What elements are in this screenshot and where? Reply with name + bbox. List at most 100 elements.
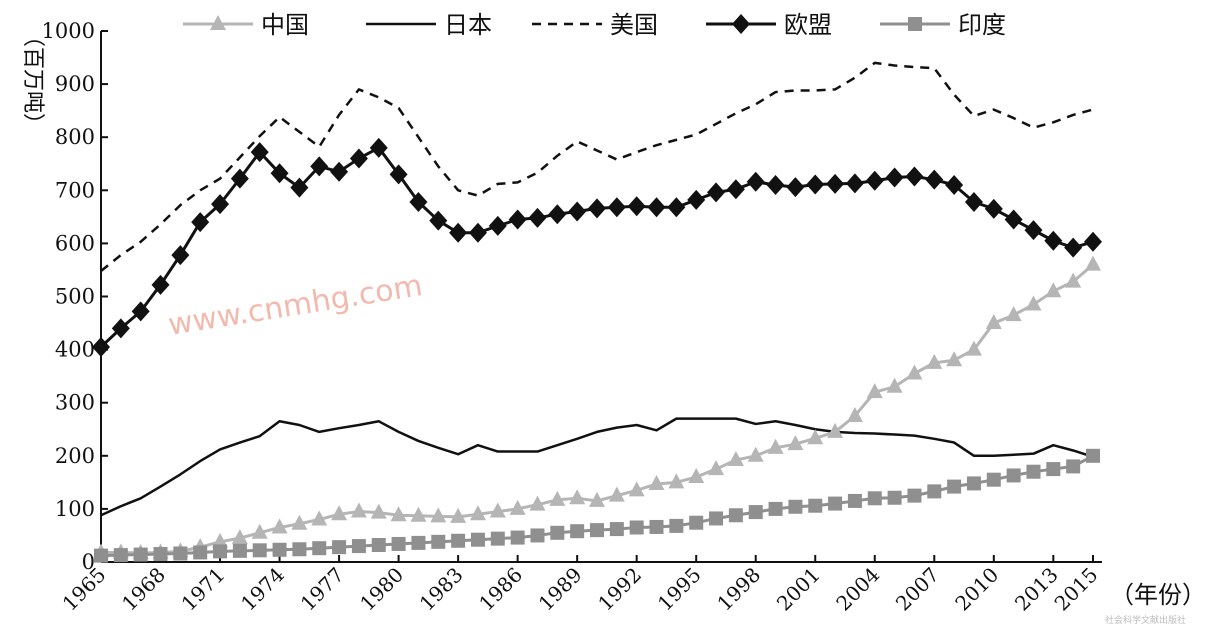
data-point (1044, 230, 1063, 251)
data-point (847, 493, 862, 508)
data-point (331, 505, 348, 521)
data-point (806, 174, 825, 195)
data-point (709, 511, 724, 526)
x-tick-label: 1986 (474, 563, 527, 616)
data-point (271, 518, 288, 534)
x-tick-label: 2001 (772, 563, 825, 616)
data-point (845, 173, 864, 194)
y-tick-label: 300 (55, 391, 95, 415)
data-point (627, 196, 646, 217)
data-point (687, 189, 706, 210)
y-tick-label: 800 (55, 125, 95, 149)
data-point (391, 536, 406, 551)
data-point (470, 532, 485, 547)
data-point (768, 501, 783, 516)
data-point (1005, 306, 1022, 322)
legend-item: 欧盟 (706, 11, 832, 39)
data-point (250, 142, 269, 163)
data-point (410, 506, 427, 522)
data-point (330, 161, 349, 182)
data-point (926, 353, 943, 369)
data-point (887, 490, 902, 505)
data-point (1026, 464, 1041, 479)
data-point (409, 191, 428, 212)
data-point (1086, 448, 1100, 463)
legend-label: 中国 (261, 11, 309, 39)
y-tick-label: 400 (55, 338, 95, 362)
x-tick-label: 1983 (415, 563, 468, 616)
data-point (984, 198, 1003, 219)
data-point (647, 197, 666, 218)
data-point (965, 340, 982, 356)
data-point (808, 498, 823, 513)
data-point (866, 383, 883, 399)
legend-item: 日本 (366, 11, 492, 39)
data-point (668, 473, 685, 489)
legend-item: 美国 (532, 11, 658, 39)
data-point (746, 171, 765, 192)
publisher-credit: 社会科学文献出版社 (1105, 614, 1186, 626)
y-tick-label: 100 (55, 497, 95, 521)
data-point (707, 182, 726, 203)
data-point (272, 542, 287, 557)
data-point (689, 515, 704, 530)
data-point (945, 174, 964, 195)
data-point (351, 539, 366, 554)
x-tick-label: 1995 (653, 563, 706, 616)
data-point (828, 496, 843, 511)
data-point (371, 538, 386, 553)
data-point (688, 468, 705, 484)
data-point (964, 191, 983, 212)
data-point (548, 204, 567, 225)
data-point (787, 435, 804, 451)
data-point (1064, 237, 1083, 258)
x-tick-label: 1971 (177, 563, 230, 616)
data-point (827, 422, 844, 438)
data-point (251, 523, 268, 539)
data-point (708, 460, 725, 476)
legend-label: 美国 (610, 11, 658, 39)
x-tick-label: 1977 (296, 563, 349, 616)
data-point (151, 274, 170, 295)
data-point (1066, 459, 1081, 474)
data-point (230, 168, 249, 189)
data-point (946, 351, 963, 367)
data-point (312, 541, 327, 556)
data-point (728, 508, 743, 523)
data-point (350, 502, 367, 518)
legend-label: 欧盟 (784, 11, 832, 39)
data-point (211, 194, 230, 215)
data-point (311, 510, 328, 526)
data-point (628, 481, 645, 497)
data-point (131, 301, 150, 322)
data-point (430, 507, 447, 523)
series-3 (100, 61, 1094, 272)
data-point (788, 499, 803, 514)
data-point (529, 495, 546, 511)
data-point (906, 364, 923, 380)
x-ticks: 1965 1968 1971 1974 1977 1980 1983 1986 1989 1992… (58, 555, 1103, 616)
data-point (153, 547, 168, 562)
data-point (629, 520, 644, 535)
data-point (173, 546, 188, 561)
data-point (1045, 282, 1062, 298)
data-point (985, 314, 1002, 330)
data-point (252, 543, 267, 558)
legend-marker (908, 17, 922, 31)
x-axis-label: （年份） (1110, 581, 1205, 609)
data-point (113, 548, 128, 563)
data-point (411, 535, 426, 550)
data-point (590, 523, 604, 538)
data-point (468, 222, 487, 243)
data-point (549, 490, 566, 506)
data-point (986, 472, 1001, 487)
x-tick-label: 1968 (117, 563, 170, 616)
series-line (100, 417, 1094, 517)
data-point (530, 528, 545, 543)
series-5 (94, 448, 1100, 563)
data-point (589, 491, 605, 507)
data-point (826, 173, 845, 194)
data-point (94, 548, 108, 563)
y-tick-label: 600 (55, 231, 95, 255)
